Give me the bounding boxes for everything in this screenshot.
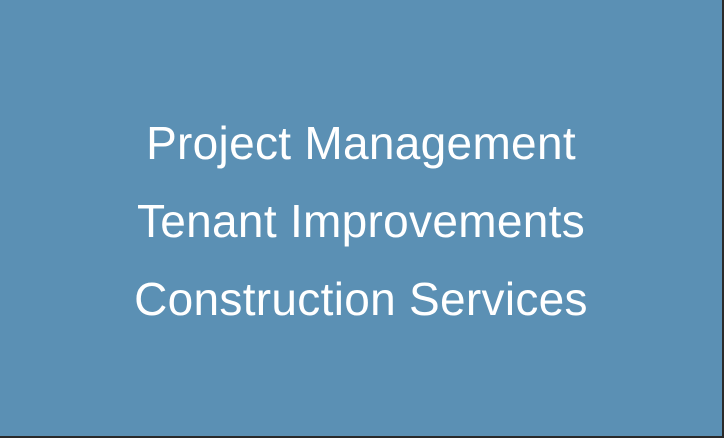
service-project-management: Project Management (146, 117, 576, 169)
service-construction-services: Construction Services (134, 273, 588, 325)
service-tenant-improvements: Tenant Improvements (136, 195, 586, 247)
services-list: Project Management Tenant Improvements C… (0, 104, 722, 338)
